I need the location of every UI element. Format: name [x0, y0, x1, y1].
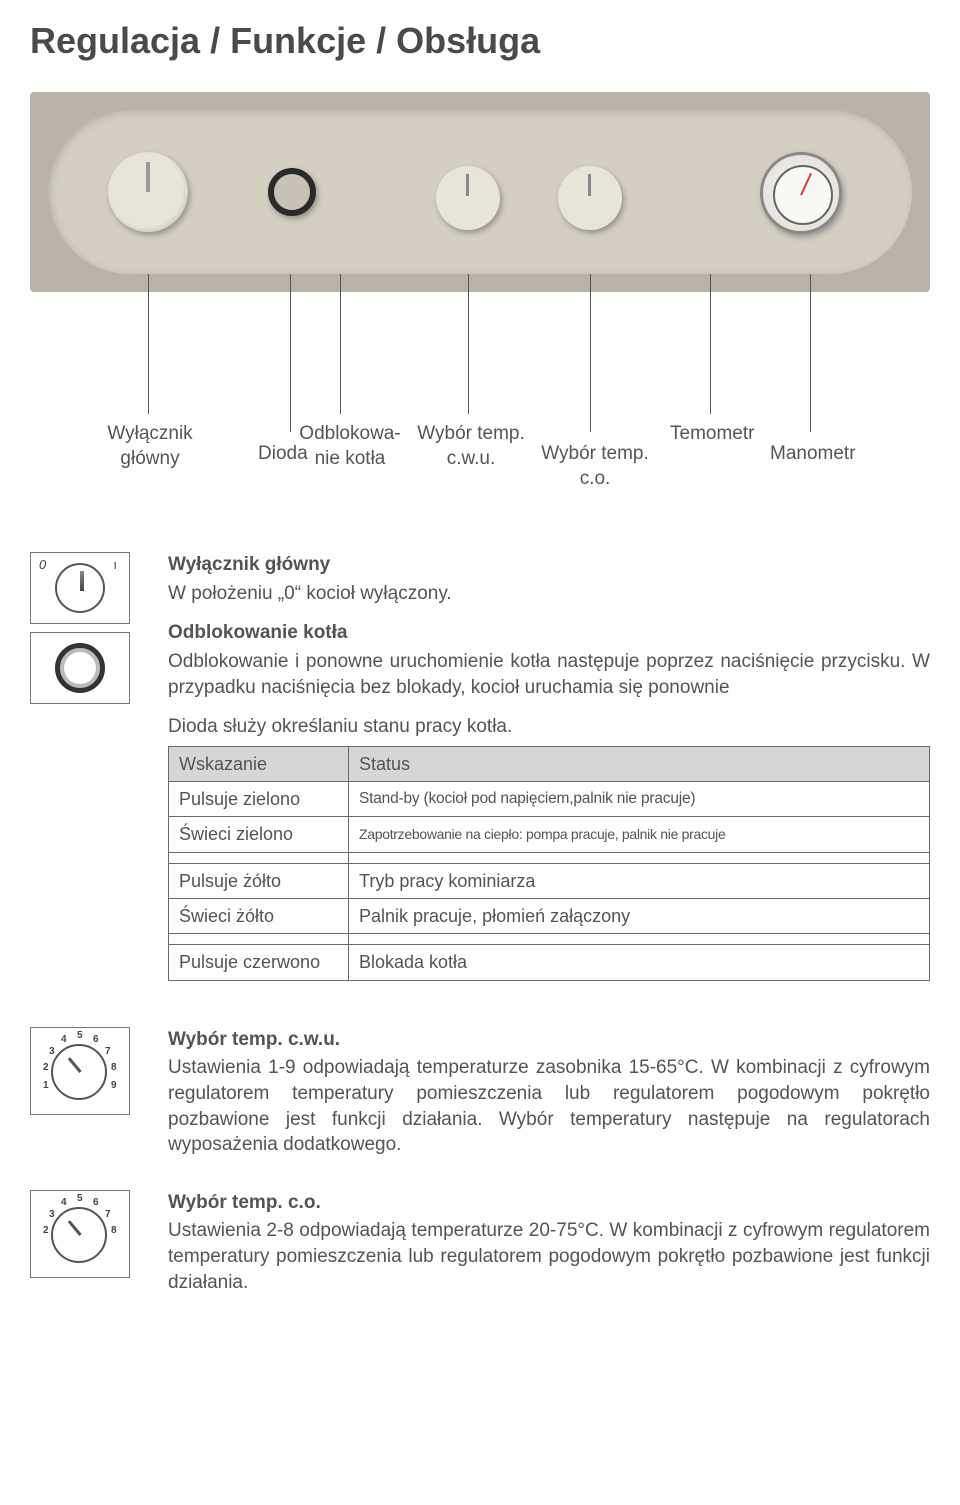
main-switch-knob — [108, 152, 188, 232]
section-co: 5 4 6 3 7 2 8 Wybór temp. c.o. Ustawieni… — [30, 1190, 930, 1310]
main-switch-icon: 0ı — [30, 552, 130, 624]
label-cwu: Wybór temp.c.w.u. — [416, 422, 526, 471]
co-title: Wybór temp. c.o. — [168, 1190, 930, 1216]
label-co: Wybór temp.c.o. — [540, 442, 650, 491]
table-row-c2: Stand-by (kocioł pod napięciem,palnik ni… — [349, 782, 930, 817]
table-row-c1: Pulsuje żółto — [169, 863, 349, 898]
unlock-body: Odblokowanie i ponowne uruchomienie kotł… — [168, 649, 930, 700]
cwu-dial — [436, 166, 500, 230]
icon-column-cwu: 5 4 6 3 7 2 8 1 9 — [30, 1027, 140, 1115]
text-main-unlock: Wyłącznik główny W położeniu „0“ kocioł … — [168, 552, 930, 981]
gauge — [760, 152, 842, 234]
main-switch-title: Wyłącznik główny — [168, 552, 930, 578]
co-dial-icon: 5 4 6 3 7 2 8 — [30, 1190, 130, 1278]
table-row-c1: Pulsuje zielono — [169, 782, 349, 817]
table-row-c2: Palnik pracuje, płomień załączony — [349, 899, 930, 934]
icon-column-1: 0ı — [30, 552, 140, 704]
section-main-unlock: 0ı Wyłącznik główny W położeniu „0“ koci… — [30, 552, 930, 981]
text-cwu: Wybór temp. c.w.u. Ustawienia 1-9 odpowi… — [168, 1027, 930, 1172]
section-cwu: 5 4 6 3 7 2 8 1 9 Wybór temp. c.w.u. Ust… — [30, 1027, 930, 1172]
table-row-c1: Pulsuje czerwono — [169, 945, 349, 980]
text-co: Wybór temp. c.o. Ustawienia 2-8 odpowiad… — [168, 1190, 930, 1310]
page-title: Regulacja / Funkcje / Obsługa — [30, 20, 930, 62]
co-dial — [558, 166, 622, 230]
label-thermo: Temometr — [670, 422, 754, 447]
label-unlock: Odblokowa-nie kotła — [290, 422, 410, 471]
table-row-c2: Tryb pracy kominiarza — [349, 863, 930, 898]
table-header-c1: Wskazanie — [169, 746, 349, 781]
table-row-c1: Świeci zielono — [169, 817, 349, 852]
table-header-c2: Status — [349, 746, 930, 781]
control-panel-photo — [30, 92, 930, 292]
unlock-title: Odblokowanie kotła — [168, 620, 930, 646]
icon-column-co: 5 4 6 3 7 2 8 — [30, 1190, 140, 1278]
cwu-body: Ustawienia 1-9 odpowiadają temperaturze … — [168, 1055, 930, 1158]
cwu-title: Wybór temp. c.w.u. — [168, 1027, 930, 1053]
status-table: WskazanieStatusPulsuje zielonoStand-by (… — [168, 746, 930, 981]
table-row-c2: Zapotrzebowanie na ciepło: pompa pracuje… — [349, 817, 930, 852]
table-row-c2: Blokada kotła — [349, 945, 930, 980]
panel-labels: Wyłącznikgłówny Dioda Odblokowa-nie kotł… — [30, 422, 930, 502]
unlock-icon — [30, 632, 130, 704]
cwu-dial-icon: 5 4 6 3 7 2 8 1 9 — [30, 1027, 130, 1115]
diode-line: Dioda służy określaniu stanu pracy kotła… — [168, 714, 930, 740]
label-mano: Manometr — [770, 442, 856, 467]
co-body: Ustawienia 2-8 odpowiadają temperaturze … — [168, 1218, 930, 1295]
diode-ring — [268, 168, 316, 216]
table-row-c1: Świeci żółto — [169, 899, 349, 934]
leader-lines — [30, 292, 930, 422]
label-main-switch: Wyłącznikgłówny — [100, 422, 200, 471]
main-switch-body: W położeniu „0“ kocioł wyłączony. — [168, 581, 930, 607]
panel-inner — [48, 110, 912, 274]
